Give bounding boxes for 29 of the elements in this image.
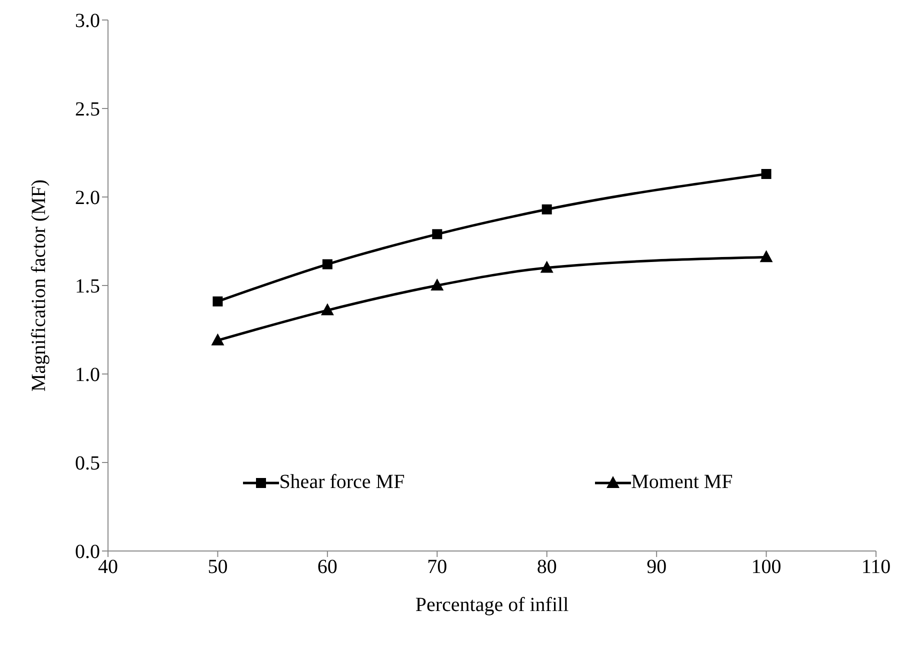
x-tick-label: 80: [536, 556, 557, 578]
y-tick-label: 2.5: [75, 98, 100, 121]
point: [432, 229, 442, 240]
y-tick-label: 0.5: [75, 452, 100, 475]
x-tick-label: 50: [208, 556, 228, 578]
x-tick-label: 60: [317, 556, 338, 578]
y-tick-label: 2.0: [75, 187, 100, 210]
point: [761, 168, 772, 179]
point: [212, 296, 223, 306]
point: [211, 333, 224, 346]
x-tick-label: 110: [861, 556, 891, 578]
x-axis-title: Percentage of infill: [415, 594, 570, 616]
point: [542, 204, 552, 214]
legend-label: Moment MF: [631, 471, 733, 494]
point: [430, 278, 444, 290]
x-tick-label: 90: [646, 556, 667, 578]
legend-label: Shear force MF: [279, 471, 405, 494]
point: [760, 250, 773, 262]
x-tick-label: 70: [427, 556, 448, 578]
x-tick-label: 40: [98, 556, 118, 578]
point: [322, 259, 332, 270]
point: [320, 303, 334, 316]
y-tick-label: 3.0: [75, 10, 100, 32]
point: [540, 260, 554, 273]
y-axis-title: Magnification factor (MF): [28, 179, 50, 392]
y-tick-label: 1.5: [75, 276, 100, 298]
y-tick-label: 0.0: [75, 541, 100, 564]
y-tick-label: 1.0: [75, 364, 100, 386]
x-tick-label: 100: [751, 556, 782, 578]
